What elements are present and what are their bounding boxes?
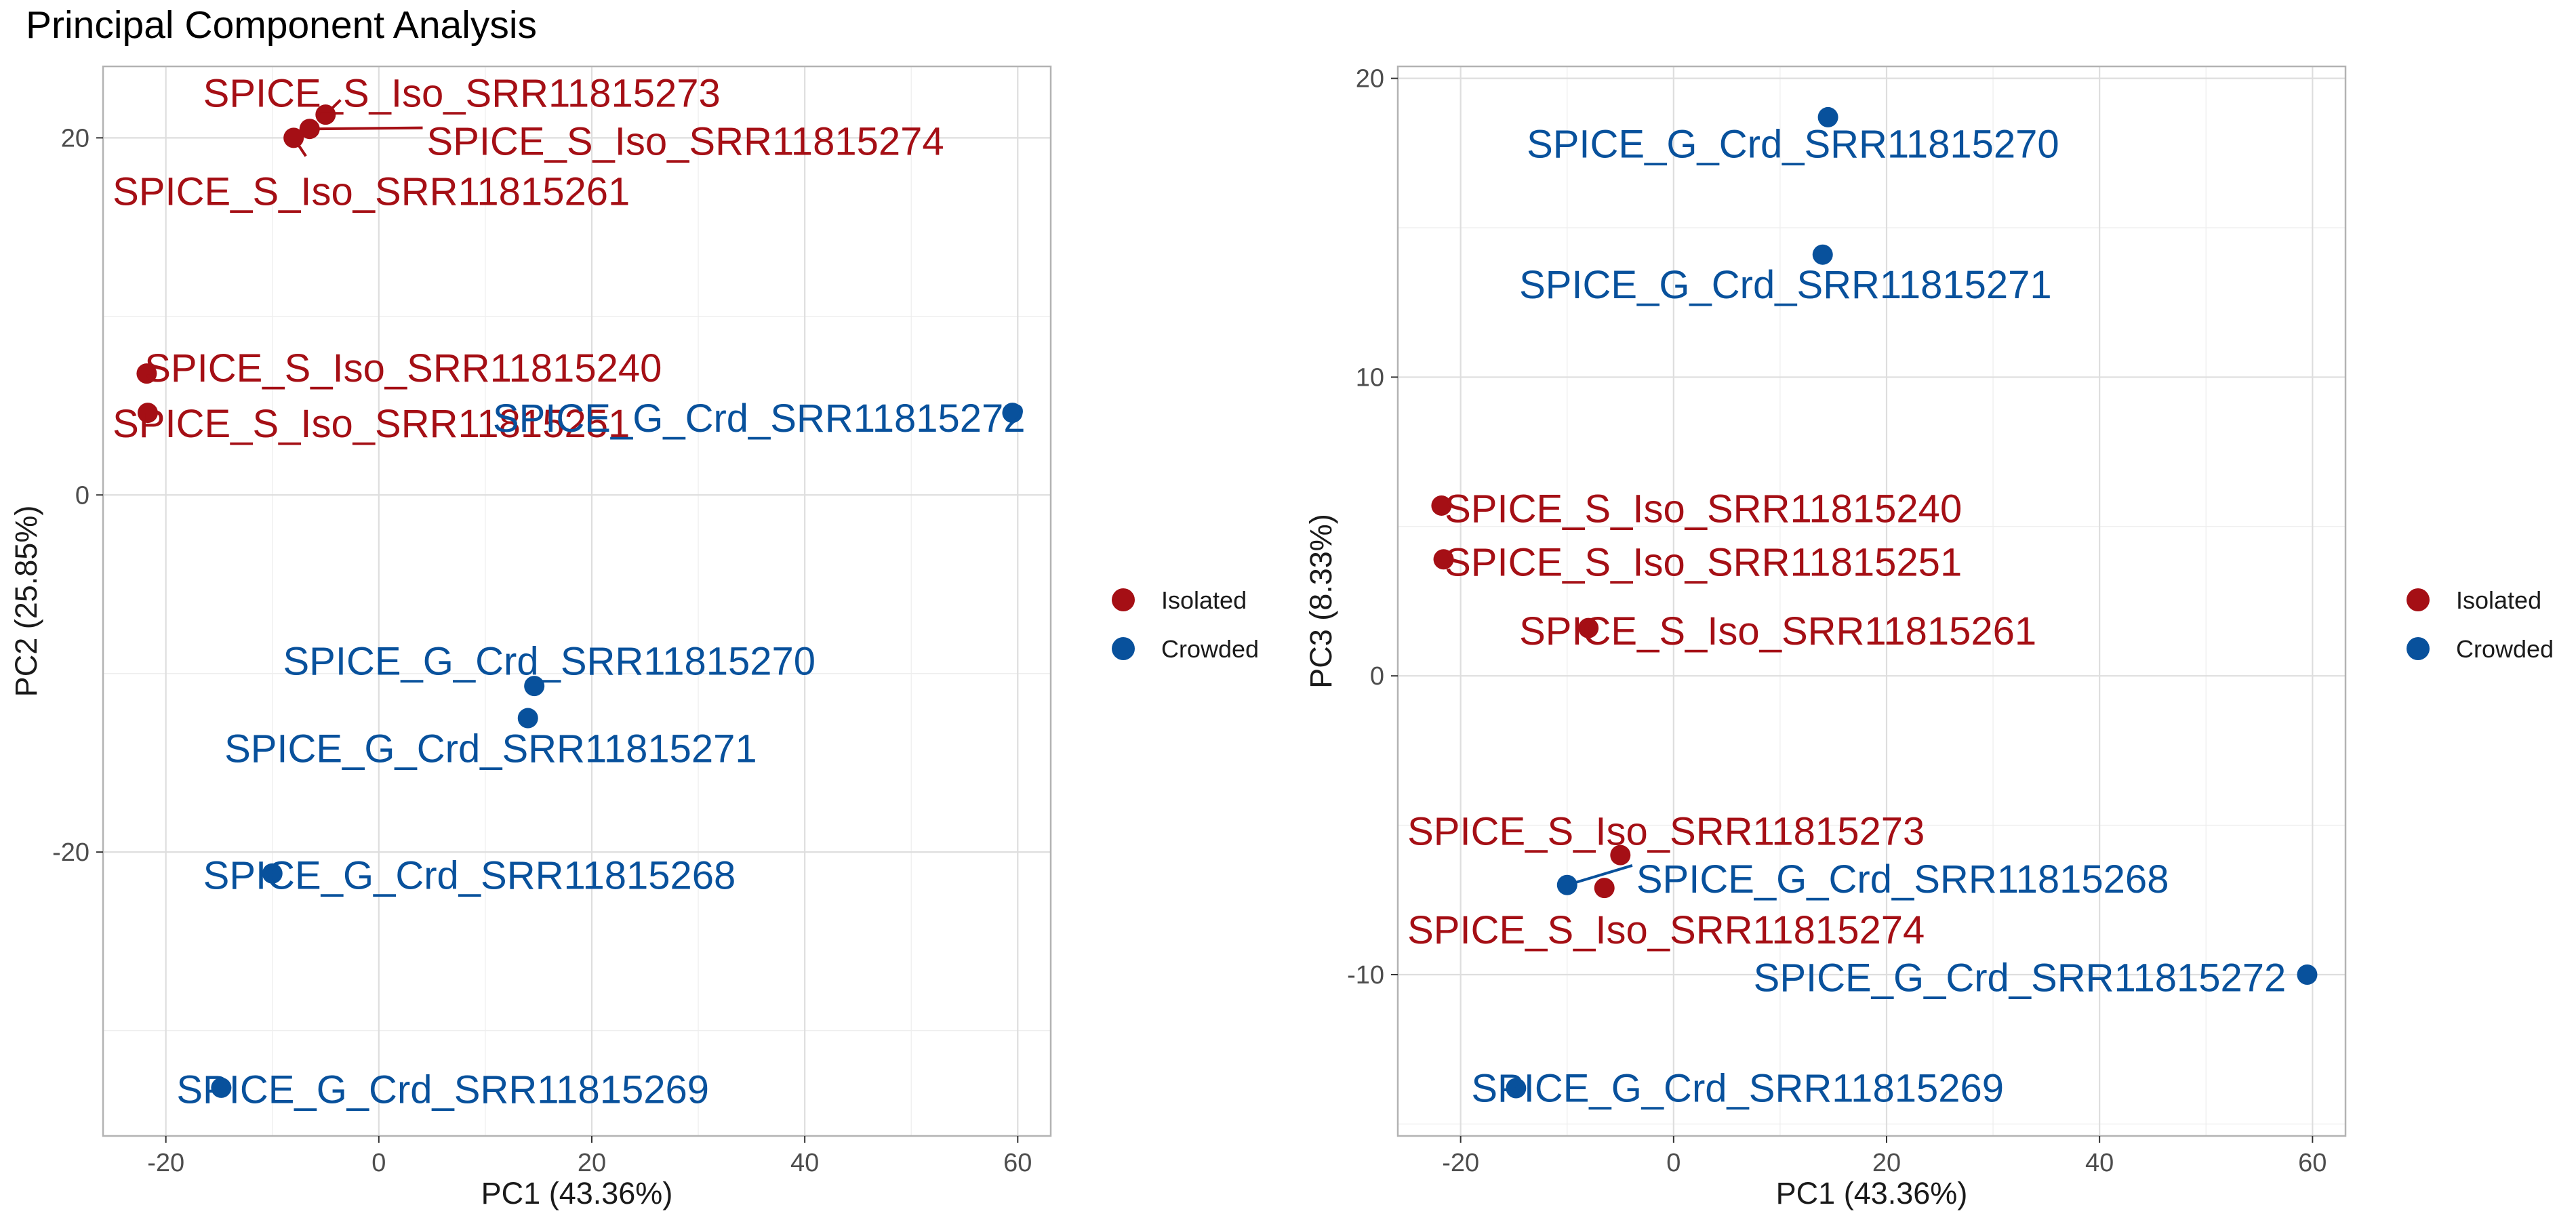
x-tick-label: 0 xyxy=(371,1149,386,1177)
point-label: SPICE_S_Iso_SRR11815251 xyxy=(113,402,630,446)
data-point-crowded xyxy=(1002,403,1023,424)
axes: -20 0 20 40 60 -10 0 10 20 xyxy=(1347,65,2327,1177)
point-label: SPICE_G_Crd_SRR11815270 xyxy=(1527,123,2059,167)
x-tick-label: 60 xyxy=(1003,1149,1032,1177)
point-label: SPICE_S_Iso_SRR11815251 xyxy=(1445,541,1962,585)
point-label: SPICE_G_Crd_SRR11815268 xyxy=(203,853,736,897)
legend-label-crowded: Crowded xyxy=(1161,635,1259,663)
point-label: SPICE_G_Crd_SRR11815272 xyxy=(493,396,1026,441)
data-point-crowded xyxy=(2297,964,2318,985)
data-point-isolated xyxy=(136,363,157,384)
data-point-crowded xyxy=(524,676,545,697)
point-label: SPICE_S_Iso_SRR11815261 xyxy=(1519,609,2036,653)
x-tick-label: 20 xyxy=(578,1149,606,1177)
legend: Isolated Crowded xyxy=(1112,586,1259,663)
point-label: SPICE_G_Crd_SRR11815272 xyxy=(1754,956,2287,1000)
data-point-crowded xyxy=(211,1077,232,1098)
x-axis-title: PC1 (43.36%) xyxy=(481,1176,673,1211)
data-point-isolated xyxy=(1594,878,1615,899)
legend-label-isolated: Isolated xyxy=(2456,586,2541,614)
leader-line xyxy=(309,126,423,131)
x-tick-label: -20 xyxy=(1442,1149,1479,1177)
y-axis-title: PC2 (25.85%) xyxy=(9,506,43,697)
grid xyxy=(1398,66,2346,1136)
data-points xyxy=(1431,106,2318,1099)
data-point-isolated xyxy=(315,104,336,125)
data-point-crowded xyxy=(1506,1078,1527,1099)
x-tick-label: 60 xyxy=(2298,1149,2327,1177)
y-tick-label: 0 xyxy=(75,481,89,510)
point-label: SPICE_G_Crd_SRR11815271 xyxy=(224,727,757,771)
point-labels: SPICE_G_Crd_SRR11815270 SPICE_G_Crd_SRR11… xyxy=(1407,123,2286,1111)
point-label: SPICE_S_Iso_SRR11815274 xyxy=(427,120,944,164)
data-point-isolated xyxy=(1433,549,1454,570)
figure-title: Principal Component Analysis xyxy=(26,3,537,47)
leader-line xyxy=(1567,864,1633,887)
y-tick-label: 20 xyxy=(61,124,89,152)
point-label: SPICE_G_Crd_SRR11815269 xyxy=(176,1068,709,1112)
data-point-crowded xyxy=(1812,244,1833,265)
x-axis-title: PC1 (43.36%) xyxy=(1776,1176,1968,1211)
data-point-isolated xyxy=(1578,617,1599,638)
x-tick-label: 20 xyxy=(1872,1149,1901,1177)
point-label: SPICE_S_Iso_SRR11815273 xyxy=(1407,809,1925,853)
x-tick-label: 0 xyxy=(1666,1149,1681,1177)
point-label: SPICE_S_Iso_SRR11815240 xyxy=(144,346,662,390)
legend-label-isolated: Isolated xyxy=(1161,586,1247,614)
y-tick-label: 0 xyxy=(1370,662,1384,691)
data-point-isolated xyxy=(1431,495,1452,516)
axes: -20 0 20 40 60 -20 0 20 xyxy=(52,124,1032,1177)
data-point-isolated xyxy=(1610,845,1631,866)
legend-key-isolated xyxy=(2407,588,2430,611)
plot-border xyxy=(102,65,1052,1137)
data-point-isolated xyxy=(137,403,158,424)
grid xyxy=(103,66,1051,1136)
plot-border xyxy=(1396,65,2347,1137)
x-tick-label: 40 xyxy=(2085,1149,2114,1177)
legend-label-crowded: Crowded xyxy=(2456,635,2554,663)
y-tick-label: 10 xyxy=(1356,363,1384,392)
point-label: SPICE_S_Iso_SRR11815273 xyxy=(203,72,721,116)
leader-lines xyxy=(1567,864,1633,887)
point-label: SPICE_G_Crd_SRR11815269 xyxy=(1471,1066,2004,1110)
legend: Isolated Crowded xyxy=(2407,586,2554,663)
legend-key-crowded xyxy=(1112,637,1135,660)
y-tick-label: -10 xyxy=(1347,961,1384,990)
data-point-crowded xyxy=(1817,106,1838,127)
x-tick-label: -20 xyxy=(147,1149,184,1177)
x-tick-label: 40 xyxy=(790,1149,819,1177)
data-point-crowded xyxy=(1556,874,1577,895)
point-label: SPICE_S_Iso_SRR11815274 xyxy=(1407,908,1925,952)
data-points xyxy=(136,104,1023,1098)
data-point-isolated xyxy=(299,119,320,140)
point-label: SPICE_G_Crd_SRR11815268 xyxy=(1636,857,2169,901)
y-tick-label: -20 xyxy=(52,838,89,867)
legend-key-isolated xyxy=(1112,588,1135,611)
point-label: SPICE_S_Iso_SRR11815240 xyxy=(1445,487,1962,531)
y-axis-title: PC3 (8.33%) xyxy=(1304,514,1338,689)
y-tick-label: 20 xyxy=(1356,65,1384,94)
point-label: SPICE_G_Crd_SRR11815270 xyxy=(283,639,816,683)
data-point-crowded xyxy=(517,708,538,729)
data-point-crowded xyxy=(262,863,283,884)
point-labels: SPICE_S_Iso_SRR11815273SPICE_S_Iso_SRR11… xyxy=(113,72,1025,1112)
legend-key-crowded xyxy=(2407,637,2430,660)
data-point-isolated xyxy=(283,127,304,148)
point-label: SPICE_S_Iso_SRR11815261 xyxy=(113,169,630,214)
point-label: SPICE_G_Crd_SRR11815271 xyxy=(1519,263,2052,307)
